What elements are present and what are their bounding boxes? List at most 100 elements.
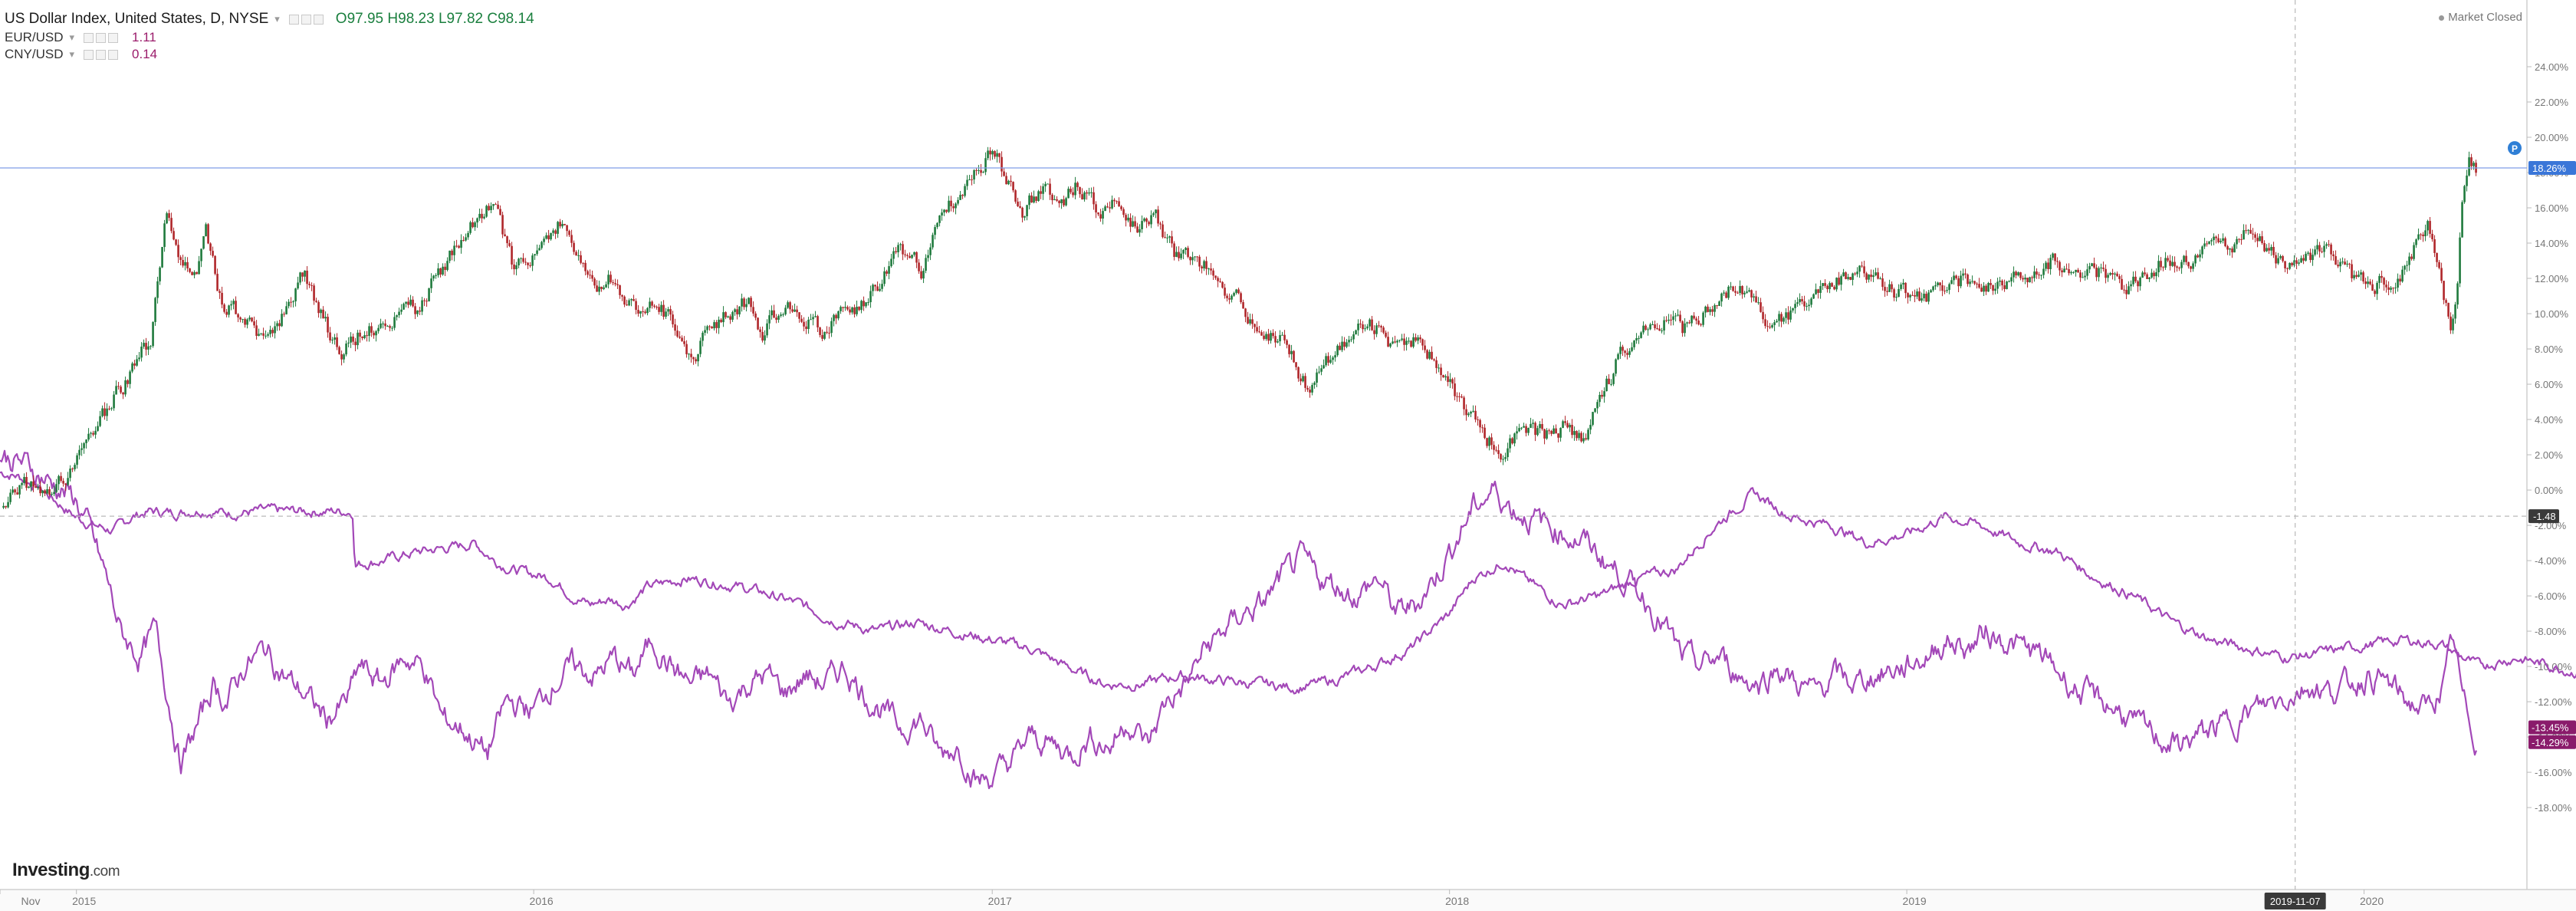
candle-body — [237, 314, 239, 317]
candle-body — [980, 169, 982, 173]
candle-body — [2192, 263, 2194, 269]
legend-main-row[interactable]: US Dollar Index, United States, D, NYSE … — [5, 9, 534, 29]
candle-body — [1743, 292, 1746, 294]
candle-body — [1449, 379, 1451, 383]
candle-body — [2077, 269, 2079, 273]
candle-body — [1152, 213, 1155, 215]
candle-body — [145, 343, 147, 350]
settings-icon[interactable] — [96, 49, 107, 60]
candle-body — [626, 304, 628, 306]
candle-body — [805, 326, 807, 330]
close-icon[interactable] — [313, 14, 324, 25]
candle-body — [18, 485, 21, 495]
candle-body — [2052, 253, 2054, 258]
candle-body — [863, 301, 865, 307]
candle-body — [497, 204, 499, 209]
candle-body — [278, 323, 281, 327]
candle-body — [2070, 271, 2072, 274]
candle-body — [1184, 248, 1187, 251]
candle-body — [2314, 249, 2316, 255]
candle-body — [322, 309, 324, 319]
candle-body — [667, 309, 669, 312]
candle-body — [2295, 260, 2298, 264]
settings-icon[interactable] — [96, 32, 107, 43]
candle-body — [292, 301, 294, 303]
candle-body — [991, 151, 994, 155]
candle-body — [1550, 431, 1552, 434]
candle-body — [1116, 201, 1118, 202]
candle-body — [759, 329, 761, 332]
candle-body — [1863, 266, 1865, 274]
candle-body — [623, 296, 626, 305]
candle-body — [304, 270, 306, 277]
candle-body — [258, 334, 260, 336]
candle-body — [651, 301, 653, 306]
candle-body — [1470, 411, 1472, 414]
compare-value-badge — [2528, 735, 2576, 749]
candle-body — [1090, 192, 1092, 193]
candle-body — [955, 203, 957, 209]
candle-body — [984, 158, 987, 173]
candle-body — [1051, 194, 1053, 201]
candle-body — [2443, 281, 2445, 301]
candle-body — [2334, 256, 2337, 265]
settings-icon[interactable] — [301, 14, 311, 25]
candle-body — [840, 307, 842, 311]
chevron-down-icon[interactable]: ▾ — [274, 13, 280, 25]
candle-body — [1626, 353, 1628, 355]
candle-body — [1145, 218, 1148, 222]
candle-body — [501, 215, 504, 235]
candle-body — [1760, 302, 1762, 312]
candle-body — [2236, 238, 2238, 245]
candle-body — [338, 347, 340, 354]
legend-eurusd-symbol[interactable]: EUR/USD — [5, 30, 64, 44]
main-symbol-title[interactable]: US Dollar Index, United States, D, NYSE — [5, 11, 269, 27]
legend-cnyusd-symbol[interactable]: CNY/USD — [5, 47, 64, 61]
candle-body — [1021, 207, 1024, 218]
candle-body — [1877, 272, 1879, 279]
legend-row-eurusd[interactable]: EUR/USD ▾ 1.11 — [5, 29, 534, 46]
candle-body — [391, 327, 393, 329]
candle-body — [1037, 191, 1040, 201]
candle-body — [1465, 409, 1467, 416]
candle-body — [1950, 280, 1953, 284]
close-icon[interactable] — [108, 49, 119, 60]
y-tick-label: 16.00% — [2535, 202, 2569, 214]
hide-series-icon[interactable] — [288, 14, 299, 25]
y-tick-label: 24.00% — [2535, 61, 2569, 73]
candle-body — [849, 309, 851, 313]
candle-body — [1955, 275, 1957, 278]
candle-body — [55, 484, 58, 492]
candle-body — [1879, 278, 1881, 280]
legend-row-cnyusd[interactable]: CNY/USD ▾ 0.14 — [5, 46, 534, 63]
candle-body — [2238, 238, 2240, 240]
candle-body — [513, 264, 515, 270]
chevron-down-icon[interactable]: ▾ — [69, 48, 75, 60]
hide-series-icon[interactable] — [84, 32, 94, 43]
candle-body — [1709, 309, 1711, 312]
candle-body — [853, 307, 856, 314]
candle-body — [1523, 426, 1525, 428]
candle-body — [1870, 275, 1872, 278]
y-tick-label: 20.00% — [2535, 132, 2569, 143]
candle-body — [2298, 262, 2300, 264]
candle-body — [274, 326, 276, 334]
close-icon[interactable] — [108, 32, 119, 43]
candle-body — [1226, 295, 1228, 298]
candle-body — [2275, 255, 2277, 264]
candle-body — [1569, 425, 1571, 428]
crosshair-value-label: -1.48 — [2533, 511, 2556, 522]
candle-body — [2233, 244, 2236, 253]
candle-body — [1670, 319, 1672, 321]
candle-body — [44, 490, 46, 494]
candle-body — [184, 261, 186, 266]
candle-body — [1718, 301, 1720, 307]
candle-body — [336, 337, 338, 347]
candle-body — [37, 486, 39, 488]
candle-body — [1249, 319, 1251, 324]
candle-body — [961, 195, 964, 196]
candle-body — [449, 250, 451, 261]
chevron-down-icon[interactable]: ▾ — [69, 31, 75, 43]
hide-series-icon[interactable] — [84, 49, 94, 60]
